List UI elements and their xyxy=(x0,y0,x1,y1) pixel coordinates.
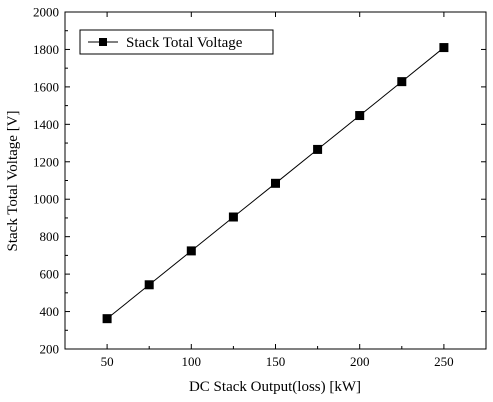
y-tick-label: 800 xyxy=(40,229,60,244)
data-point xyxy=(228,212,238,222)
y-axis-ticks: 200 400 600 800 1000 1200 1400 1600 1800 2000 xyxy=(33,5,486,357)
data-point xyxy=(439,43,449,53)
y-tick-label: 1800 xyxy=(33,42,59,57)
y-tick-label: 1400 xyxy=(33,117,59,132)
y-tick-label: 200 xyxy=(40,342,60,357)
data-point xyxy=(102,314,112,324)
y-tick-label: 1200 xyxy=(33,154,59,169)
y-axis-label: Stack Total Voltage [V] xyxy=(5,110,21,251)
data-point xyxy=(144,280,154,290)
legend: Stack Total Voltage xyxy=(79,29,274,55)
x-axis-label: DC Stack Output(loss) [kW] xyxy=(189,379,361,395)
y-tick-label: 2000 xyxy=(33,5,59,20)
x-axis-ticks: 50 100 150 200 250 xyxy=(101,12,454,369)
legend-label: Stack Total Voltage xyxy=(126,35,243,51)
data-point xyxy=(397,77,407,87)
data-point xyxy=(271,178,280,188)
x-tick-label: 150 xyxy=(266,354,286,369)
data-point xyxy=(355,111,365,121)
y-tick-label: 1000 xyxy=(33,192,59,207)
x-tick-label: 50 xyxy=(101,354,114,369)
series-layer xyxy=(102,43,449,324)
data-point xyxy=(313,144,323,154)
y-tick-label: 400 xyxy=(40,304,60,319)
x-tick-label: 100 xyxy=(182,354,202,369)
y-tick-label: 600 xyxy=(40,267,60,282)
x-tick-label: 250 xyxy=(434,354,454,369)
legend-marker xyxy=(99,38,107,46)
y-tick-label: 1600 xyxy=(33,79,59,94)
x-tick-label: 200 xyxy=(350,354,370,369)
data-point xyxy=(186,246,196,256)
